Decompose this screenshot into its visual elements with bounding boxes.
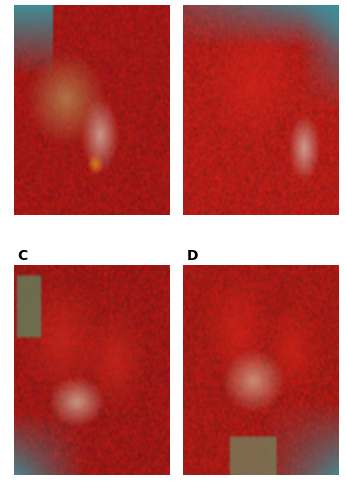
Text: A: A bbox=[17, 0, 28, 2]
Text: C: C bbox=[17, 248, 28, 262]
Text: D: D bbox=[187, 248, 198, 262]
Text: B: B bbox=[187, 0, 198, 2]
